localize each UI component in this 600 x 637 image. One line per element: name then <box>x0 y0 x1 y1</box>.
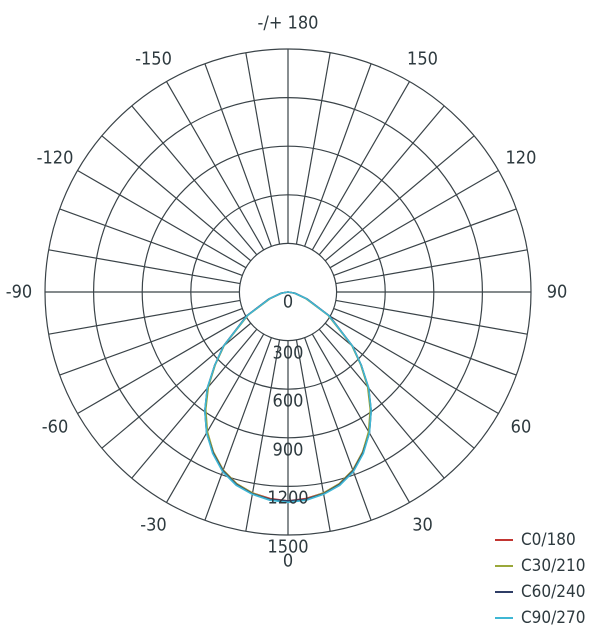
angle-label: -150 <box>135 49 172 70</box>
polar-chart-container: 306090120150-/+ 180-150-120-90-60-300 03… <box>0 0 600 637</box>
legend-item: C30/210 <box>495 556 585 576</box>
legend-item: C90/270 <box>495 608 585 628</box>
legend-item: C0/180 <box>495 530 585 550</box>
angle-label: 150 <box>407 49 438 70</box>
legend-item: C60/240 <box>495 582 585 602</box>
legend-label: C90/270 <box>521 608 585 628</box>
angle-label: 30 <box>412 514 433 535</box>
legend-label: C0/180 <box>521 530 576 550</box>
radial-label: 1500 <box>267 537 308 558</box>
angle-label: -90 <box>6 282 32 303</box>
angle-label: 90 <box>547 282 568 303</box>
angle-label: 120 <box>506 147 537 168</box>
angle-label: -60 <box>42 416 68 437</box>
radial-label: 300 <box>273 342 304 363</box>
legend: C0/180 C30/210 C60/240 C90/270 <box>495 530 585 634</box>
angle-label: -/+ 180 <box>258 13 319 34</box>
angle-label: -30 <box>140 514 166 535</box>
radial-label: 1200 <box>267 488 308 509</box>
radial-label: 900 <box>273 439 304 460</box>
legend-swatch <box>495 565 513 567</box>
legend-swatch <box>495 591 513 593</box>
angle-label: 60 <box>511 416 532 437</box>
legend-swatch <box>495 539 513 541</box>
legend-swatch <box>495 617 513 619</box>
angle-label: -120 <box>37 147 74 168</box>
radial-label: 0 <box>283 292 293 313</box>
radial-label: 600 <box>273 391 304 412</box>
legend-label: C30/210 <box>521 556 585 576</box>
legend-label: C60/240 <box>521 582 585 602</box>
